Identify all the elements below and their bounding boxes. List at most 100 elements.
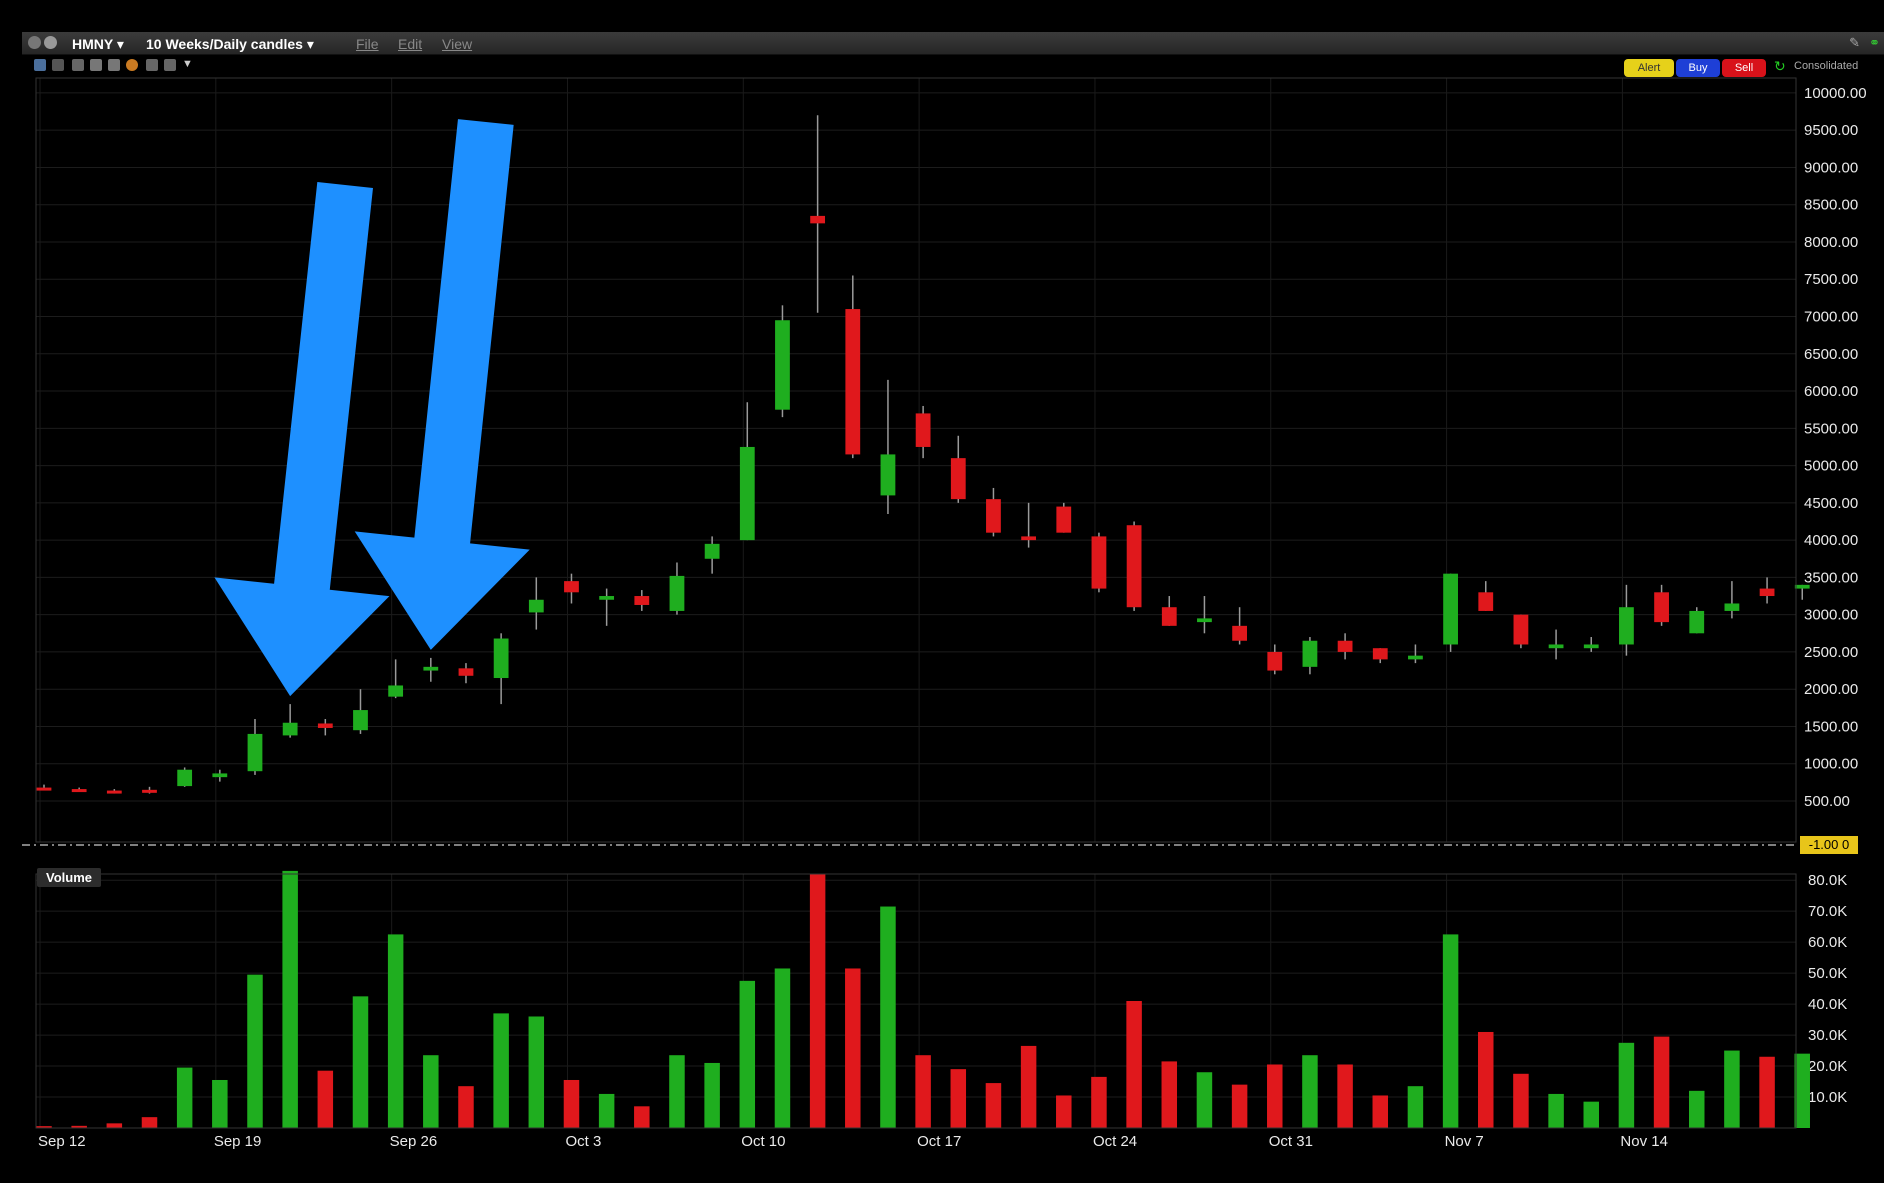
volume-bar bbox=[810, 874, 825, 1128]
candle-body bbox=[142, 790, 157, 793]
candle-body bbox=[775, 320, 790, 409]
candle-body bbox=[388, 685, 403, 696]
candle-body bbox=[1303, 641, 1318, 667]
price-tick-label: 6500.00 bbox=[1804, 346, 1858, 363]
price-tick-label: 8000.00 bbox=[1804, 234, 1858, 251]
candle bbox=[1443, 574, 1458, 652]
volume-bar bbox=[142, 1117, 157, 1128]
volume-bar bbox=[669, 1055, 684, 1128]
volume-bar bbox=[529, 1016, 544, 1128]
volume-bar bbox=[1091, 1077, 1106, 1128]
candle-body bbox=[705, 544, 720, 559]
candle bbox=[1795, 585, 1810, 600]
candle bbox=[1021, 503, 1036, 548]
candle bbox=[881, 380, 896, 514]
candle-body bbox=[810, 216, 825, 223]
price-tick-label: 2500.00 bbox=[1804, 644, 1858, 661]
price-tick-label: 1000.00 bbox=[1804, 756, 1858, 773]
candle bbox=[775, 305, 790, 417]
candle bbox=[353, 689, 368, 734]
candle-body bbox=[1056, 507, 1071, 533]
date-tick-label: Oct 10 bbox=[741, 1133, 785, 1150]
volume-bar bbox=[318, 1071, 333, 1128]
candle bbox=[1654, 585, 1669, 626]
date-tick-label: Oct 24 bbox=[1093, 1133, 1137, 1150]
candle-body bbox=[1689, 611, 1704, 633]
price-tick-label: 5500.00 bbox=[1804, 420, 1858, 437]
volume-bar bbox=[915, 1055, 930, 1128]
candle-body bbox=[107, 791, 122, 794]
volume-bar bbox=[1478, 1032, 1493, 1128]
candle bbox=[1408, 644, 1423, 663]
price-tick-label: 10000.00 bbox=[1804, 85, 1867, 102]
volume-tick-label: 80.0K bbox=[1808, 872, 1847, 889]
candle-body bbox=[72, 789, 87, 792]
candle-body bbox=[212, 773, 227, 777]
candle-body bbox=[634, 596, 649, 605]
candle bbox=[1514, 615, 1529, 649]
candle bbox=[951, 436, 966, 503]
date-tick-label: Oct 3 bbox=[565, 1133, 601, 1150]
candle bbox=[1267, 644, 1282, 674]
candle bbox=[72, 788, 87, 792]
candle-body bbox=[1197, 618, 1212, 622]
candle-body bbox=[845, 309, 860, 454]
price-tick-label: 7500.00 bbox=[1804, 271, 1858, 288]
volume-bar bbox=[986, 1083, 1001, 1128]
candle bbox=[423, 658, 438, 682]
volume-tick-label: 70.0K bbox=[1808, 903, 1847, 920]
candle-body bbox=[916, 413, 931, 447]
candle bbox=[459, 663, 474, 683]
date-tick-label: Sep 12 bbox=[38, 1133, 86, 1150]
candle-body bbox=[529, 600, 544, 613]
candle bbox=[1373, 648, 1388, 663]
volume-bar bbox=[282, 871, 297, 1128]
volume-bar bbox=[880, 907, 895, 1128]
volume-bar bbox=[353, 996, 368, 1128]
volume-bar bbox=[1373, 1095, 1388, 1128]
candle bbox=[845, 276, 860, 459]
volume-bar bbox=[388, 934, 403, 1128]
candle bbox=[1760, 577, 1775, 603]
volume-bar bbox=[1302, 1055, 1317, 1128]
candle bbox=[1056, 503, 1071, 533]
candle-body bbox=[353, 710, 368, 730]
date-tick-label: Oct 31 bbox=[1269, 1133, 1313, 1150]
annotation-arrows bbox=[214, 119, 529, 696]
candle bbox=[212, 770, 227, 782]
price-tick-label: 3500.00 bbox=[1804, 569, 1858, 586]
price-tick-label: 4500.00 bbox=[1804, 495, 1858, 512]
candle-body bbox=[1619, 607, 1634, 644]
volume-bar bbox=[177, 1068, 192, 1128]
candle-body bbox=[1549, 644, 1564, 648]
last-price-badge: -1.00 0 bbox=[1800, 836, 1858, 854]
volume-bar bbox=[1794, 1054, 1809, 1128]
volume-bar bbox=[951, 1069, 966, 1128]
volume-tick-label: 10.0K bbox=[1808, 1089, 1847, 1106]
candle-body bbox=[1795, 585, 1810, 589]
candle-body bbox=[494, 639, 509, 679]
candle bbox=[177, 767, 192, 786]
volume-bar bbox=[1443, 934, 1458, 1128]
volume-bar bbox=[634, 1106, 649, 1128]
candle bbox=[810, 115, 825, 313]
candle-body bbox=[599, 596, 614, 600]
candle-body bbox=[1092, 536, 1107, 588]
price-tick-label: 9500.00 bbox=[1804, 122, 1858, 139]
volume-bar bbox=[564, 1080, 579, 1128]
candle bbox=[1338, 633, 1353, 659]
candle bbox=[986, 488, 1001, 536]
candle-body bbox=[318, 723, 333, 727]
candle bbox=[1549, 630, 1564, 660]
candle-body bbox=[1514, 615, 1529, 645]
candle bbox=[529, 577, 544, 629]
volume-axis: 80.0K70.0K60.0K50.0K40.0K30.0K20.0K10.0K bbox=[1808, 872, 1847, 1106]
candle-body bbox=[37, 788, 52, 791]
candle-body bbox=[1127, 525, 1142, 607]
date-axis: Sep 12 Sep 19 Sep 26 Oct 3 Oct 10 Oct 17 Oct 2… bbox=[38, 1133, 1668, 1150]
volume-bar bbox=[212, 1080, 227, 1128]
volume-bar bbox=[1408, 1086, 1423, 1128]
candle-body bbox=[740, 447, 755, 540]
candle bbox=[494, 633, 509, 704]
